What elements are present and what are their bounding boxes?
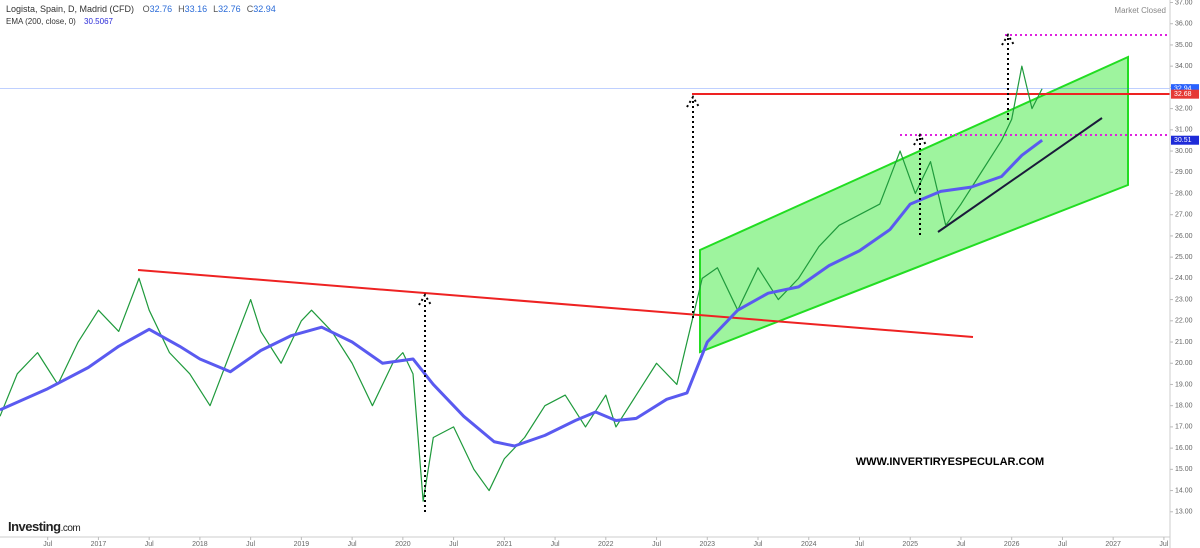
x-tick-label: 2022 [598,541,614,548]
ohlc-item: O32.76 [143,4,173,14]
price-line [0,65,1043,502]
market-status: Market Closed [1114,6,1166,15]
y-tick-label: 25.00 [1175,254,1193,261]
y-tick-label: 21.00 [1175,339,1193,346]
ohlc-value: 32.76 [218,4,241,14]
x-tick-label: 2026 [1004,541,1020,548]
x-tick-label: Jul [145,541,154,548]
y-tick-label: 15.00 [1175,466,1193,473]
x-tick-label: 2019 [294,541,310,548]
y-tick-label: 36.00 [1175,21,1193,28]
x-tick-label: 2024 [801,541,817,548]
header: Logista, Spain, D, Madrid (CFD) O32.76 H3… [6,4,288,26]
x-tick-label: 2027 [1105,541,1121,548]
y-tick-label: 29.00 [1175,169,1193,176]
logo-text: Investing [8,519,61,534]
y-tick-label: 34.00 [1175,63,1193,70]
trend-channel [699,55,1129,354]
y-tick-label: 18.00 [1175,403,1193,410]
y-tick-label: 37.00 [1175,0,1193,6]
y-tick-label: 22.00 [1175,318,1193,325]
title: Logista, Spain, D, Madrid (CFD) [6,4,135,14]
x-tick-label: 2018 [192,541,208,548]
price-marker-label: 32.94 [1174,85,1192,92]
y-tick-label: 24.00 [1175,275,1193,282]
y-tick-label: 14.00 [1175,487,1193,494]
ohlc-item: L32.76 [213,4,241,14]
x-tick-label: 2023 [699,541,715,548]
y-tick-label: 23.00 [1175,296,1193,303]
price-marker-label: 30.51 [1174,137,1192,144]
price-marker-label: 32.68 [1174,91,1192,98]
x-tick-label: Jul [551,541,560,548]
logo: Investing.com [8,519,81,534]
arrow [913,133,927,235]
x-tick-label: Jul [855,541,864,548]
ohlc-label: L [213,4,219,14]
ohlc: O32.76 H33.16 L32.76 C32.94 [143,4,282,14]
arrow [418,293,432,512]
x-tick-label: Jul [246,541,255,548]
price-marker [1171,135,1199,145]
x-tick-label: Jul [652,541,661,548]
trendline [937,117,1103,233]
y-tick-label: 27.00 [1175,212,1193,219]
y-tick-label: 19.00 [1175,381,1193,388]
ohlc-item: H33.16 [178,4,207,14]
ohlc-value: 32.94 [253,4,276,14]
watermark: WWW.INVERTIRYESPECULAR.COM [856,456,1044,468]
logo-suffix: .com [60,523,81,534]
x-tick-label: 2020 [395,541,411,548]
arrow [686,95,700,318]
y-tick-label: 35.00 [1175,42,1193,49]
x-tick-label: Jul [348,541,357,548]
ohlc-label: C [246,4,254,14]
ohlc-label: O [142,4,150,14]
x-tick-label: Jul [1058,541,1067,548]
price-marker [1171,89,1199,99]
indicator-value: 30.5067 [84,17,113,26]
x-tick-label: 2017 [91,541,107,548]
ohlc-value: 33.16 [184,4,208,14]
y-tick-label: 32.00 [1175,105,1193,112]
ohlc-label: H [178,4,185,14]
ohlc-item: C32.94 [247,4,276,14]
price-marker [1171,84,1199,94]
resistance-line [137,269,974,338]
x-tick-label: Jul [43,541,52,548]
x-tick-label: Jul [1159,541,1168,548]
y-tick-label: 28.00 [1175,190,1193,197]
x-tick-label: Jul [449,541,458,548]
drawings [137,34,1170,354]
x-tick-label: Jul [754,541,763,548]
x-tick-label: Jul [956,541,965,548]
y-tick-label: 20.00 [1175,360,1193,367]
indicator: EMA (200, close, 0) [6,17,76,26]
arrows [418,33,1015,512]
x-tick-label: 2025 [902,541,918,548]
y-tick-label: 16.00 [1175,445,1193,452]
y-tick-label: 13.00 [1175,509,1193,516]
y-tick-label: 31.00 [1175,127,1193,134]
y-tick-label: 17.00 [1175,424,1193,431]
ohlc-value: 32.76 [149,4,173,14]
y-tick-label: 26.00 [1175,233,1193,240]
arrow [1001,33,1015,120]
y-tick-label: 30.00 [1175,148,1193,155]
x-tick-label: 2021 [497,541,513,548]
price-line [0,139,1044,448]
